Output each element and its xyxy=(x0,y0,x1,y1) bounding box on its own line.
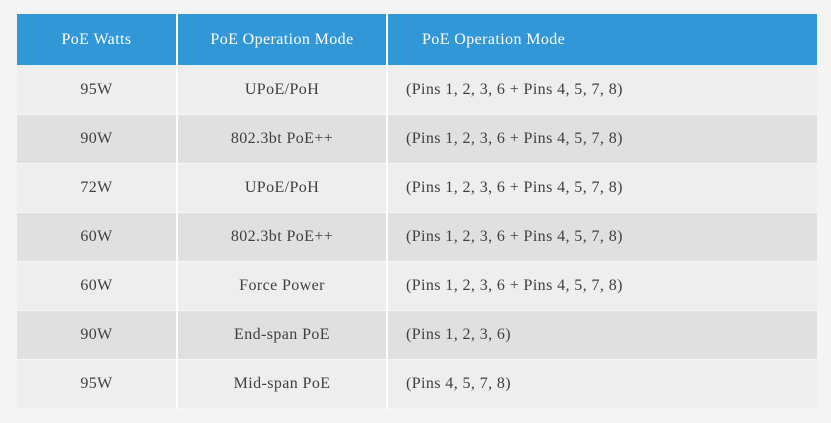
poe-table-body: 95W UPoE/PoH (Pins 1, 2, 3, 6 + Pins 4, … xyxy=(17,66,817,409)
poe-table: PoE Watts PoE Operation Mode PoE Operati… xyxy=(17,14,817,409)
cell-pins: (Pins 1, 2, 3, 6 + Pins 4, 5, 7, 8) xyxy=(388,66,817,115)
cell-pins: (Pins 1, 2, 3, 6) xyxy=(388,311,817,360)
header-poe-operation-mode: PoE Operation Mode xyxy=(178,14,388,66)
cell-poe-watts: 72W xyxy=(17,164,178,213)
cell-operation-mode: End-span PoE xyxy=(178,311,388,360)
cell-pins: (Pins 1, 2, 3, 6 + Pins 4, 5, 7, 8) xyxy=(388,164,817,213)
poe-table-container: PoE Watts PoE Operation Mode PoE Operati… xyxy=(17,14,817,409)
table-row: 72W UPoE/PoH (Pins 1, 2, 3, 6 + Pins 4, … xyxy=(17,164,817,213)
cell-pins: (Pins 1, 2, 3, 6 + Pins 4, 5, 7, 8) xyxy=(388,262,817,311)
table-row: 90W End-span PoE (Pins 1, 2, 3, 6) xyxy=(17,311,817,360)
cell-poe-watts: 90W xyxy=(17,115,178,164)
cell-pins: (Pins 4, 5, 7, 8) xyxy=(388,360,817,409)
cell-operation-mode: Force Power xyxy=(178,262,388,311)
cell-operation-mode: UPoE/PoH xyxy=(178,66,388,115)
cell-pins: (Pins 1, 2, 3, 6 + Pins 4, 5, 7, 8) xyxy=(388,115,817,164)
cell-poe-watts: 90W xyxy=(17,311,178,360)
table-row: 90W 802.3bt PoE++ (Pins 1, 2, 3, 6 + Pin… xyxy=(17,115,817,164)
table-row: 95W UPoE/PoH (Pins 1, 2, 3, 6 + Pins 4, … xyxy=(17,66,817,115)
cell-operation-mode: 802.3bt PoE++ xyxy=(178,213,388,262)
table-row: 95W Mid-span PoE (Pins 4, 5, 7, 8) xyxy=(17,360,817,409)
cell-pins: (Pins 1, 2, 3, 6 + Pins 4, 5, 7, 8) xyxy=(388,213,817,262)
cell-poe-watts: 60W xyxy=(17,262,178,311)
cell-poe-watts: 60W xyxy=(17,213,178,262)
cell-operation-mode: UPoE/PoH xyxy=(178,164,388,213)
cell-operation-mode: Mid-span PoE xyxy=(178,360,388,409)
header-row: PoE Watts PoE Operation Mode PoE Operati… xyxy=(17,14,817,66)
cell-operation-mode: 802.3bt PoE++ xyxy=(178,115,388,164)
header-poe-pins-mode: PoE Operation Mode xyxy=(388,14,817,66)
cell-poe-watts: 95W xyxy=(17,66,178,115)
table-row: 60W Force Power (Pins 1, 2, 3, 6 + Pins … xyxy=(17,262,817,311)
cell-poe-watts: 95W xyxy=(17,360,178,409)
header-poe-watts: PoE Watts xyxy=(17,14,178,66)
table-row: 60W 802.3bt PoE++ (Pins 1, 2, 3, 6 + Pin… xyxy=(17,213,817,262)
